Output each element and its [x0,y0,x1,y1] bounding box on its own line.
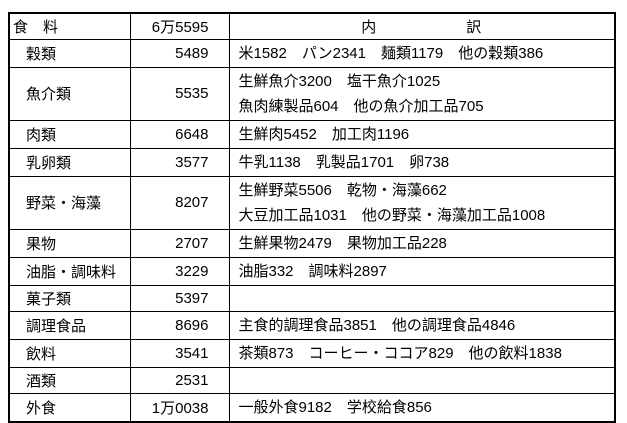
table-row: 果物 2707 生鮮果物2479 果物加工品228 [8,228,616,258]
breakdown-line: 主食的調理食品3851 他の調理食品4846 [238,316,516,334]
expense-table-container: 食 料 6万5595 内 訳 穀類 5489 米1582 パン2341 麺類1179… [8,12,616,423]
breakdown-line: 油脂332 調味料2897 [238,262,387,280]
amount-cell: 5535 [129,66,230,121]
table-row: 調理食品 8696 主食的調理食品3851 他の調理食品4846 [8,310,616,340]
table-row: 油脂・調味料 3229 油脂332 調味料2897 [8,256,616,286]
breakdown-cell [228,366,616,394]
category-cell: 油脂・調味料 [8,256,131,286]
breakdown-cell: 茶類873 コーヒー・ココア829 他の飲料1838 [228,338,616,368]
category-cell: 果物 [8,228,131,258]
breakdown-line: 大豆加工品1031 他の野菜・海藻加工品1008 [238,206,546,224]
amount-cell: 8696 [129,310,230,340]
category-cell: 酒類 [8,366,131,394]
breakdown-cell: 生鮮野菜5506 乾物・海藻662 大豆加工品1031 他の野菜・海藻加工品100… [228,175,616,230]
category-cell: 野菜・海藻 [8,175,131,230]
table-row: 穀類 5489 米1582 パン2341 麺類1179 他の穀類386 [8,38,616,68]
breakdown-cell: 生鮮肉5452 加工肉1196 [228,119,616,149]
header-breakdown-cell: 内 訳 [228,12,616,40]
amount-cell: 8207 [129,175,230,230]
table-row: 肉類 6648 生鮮肉5452 加工肉1196 [8,119,616,149]
table-row: 魚介類 5535 生鮮魚介3200 塩干魚介1025 魚肉練製品604 他の魚介加工品… [8,66,616,121]
table-row: 野菜・海藻 8207 生鮮野菜5506 乾物・海藻662 大豆加工品1031 他の野菜… [8,175,616,230]
breakdown-line: 魚肉練製品604 他の魚介加工品705 [238,97,484,115]
amount-cell: 3541 [129,338,230,368]
amount-cell: 1万0038 [129,392,230,422]
breakdown-cell: 油脂332 調味料2897 [228,256,616,286]
amount-cell: 3229 [129,256,230,286]
breakdown-line: 米1582 パン2341 麺類1179 他の穀類386 [238,44,544,62]
category-cell: 乳卵類 [8,147,131,177]
breakdown-cell: 主食的調理食品3851 他の調理食品4846 [228,310,616,340]
header-category-cell: 食 料 [8,12,131,40]
table-row: 菓子類 5397 [8,284,616,312]
breakdown-line: 生鮮果物2479 果物加工品228 [238,234,447,252]
breakdown-cell: 米1582 パン2341 麺類1179 他の穀類386 [228,38,616,68]
amount-cell: 6648 [129,119,230,149]
table-header-row: 食 料 6万5595 内 訳 [8,12,616,40]
table-body: 食 料 6万5595 内 訳 穀類 5489 米1582 パン2341 麺類1179… [8,12,616,422]
category-cell: 肉類 [8,119,131,149]
amount-cell: 5489 [129,38,230,68]
table-row: 飲料 3541 茶類873 コーヒー・ココア829 他の飲料1838 [8,338,616,368]
table-row: 外食 1万0038 一般外食9182 学校給食856 [8,392,616,422]
amount-cell: 2531 [129,366,230,394]
breakdown-line: 一般外食9182 学校給食856 [238,398,432,416]
breakdown-line: 生鮮肉5452 加工肉1196 [238,125,410,143]
breakdown-line: 牛乳1138 乳製品1701 卵738 [238,153,450,171]
breakdown-cell: 牛乳1138 乳製品1701 卵738 [228,147,616,177]
food-expense-table: 食 料 6万5595 内 訳 穀類 5489 米1582 パン2341 麺類1179… [8,12,616,423]
breakdown-line: 生鮮魚介3200 塩干魚介1025 [238,72,441,90]
category-cell: 飲料 [8,338,131,368]
amount-cell: 5397 [129,284,230,312]
amount-cell: 3577 [129,147,230,177]
breakdown-cell: 生鮮果物2479 果物加工品228 [228,228,616,258]
category-cell: 菓子類 [8,284,131,312]
breakdown-line: 茶類873 コーヒー・ココア829 他の飲料1838 [238,344,562,362]
table-row: 乳卵類 3577 牛乳1138 乳製品1701 卵738 [8,147,616,177]
header-amount-cell: 6万5595 [129,12,230,40]
breakdown-line: 生鮮野菜5506 乾物・海藻662 [238,181,447,199]
breakdown-cell [228,284,616,312]
breakdown-cell: 生鮮魚介3200 塩干魚介1025 魚肉練製品604 他の魚介加工品705 [228,66,616,121]
category-cell: 調理食品 [8,310,131,340]
category-cell: 穀類 [8,38,131,68]
table-row: 酒類 2531 [8,366,616,394]
category-cell: 外食 [8,392,131,422]
breakdown-cell: 一般外食9182 学校給食856 [228,392,616,422]
amount-cell: 2707 [129,228,230,258]
category-cell: 魚介類 [8,66,131,121]
